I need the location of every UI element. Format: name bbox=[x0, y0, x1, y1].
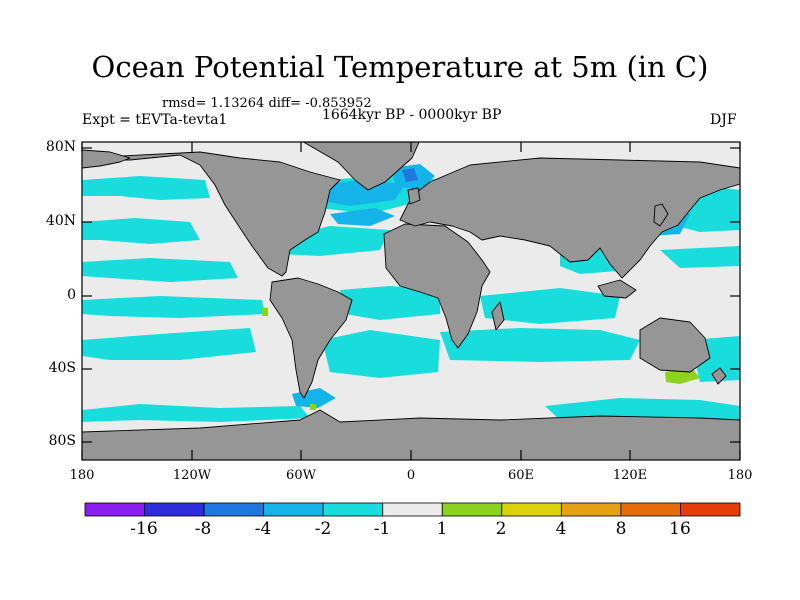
lon-label-180w: 180 bbox=[69, 468, 95, 483]
colorbar-label-m2: -2 bbox=[314, 519, 332, 539]
colorbar-label-m1: -1 bbox=[373, 519, 391, 539]
colorbar-box-2 bbox=[203, 502, 265, 517]
lat-label-40n: 40N bbox=[45, 213, 76, 229]
anomaly-pacific-equator bbox=[82, 296, 265, 318]
colorbar-box-3 bbox=[263, 502, 324, 517]
experiment-label: Expt = tEVTa-tevta1 bbox=[82, 112, 228, 128]
colorbar-label-m8: -8 bbox=[194, 519, 212, 539]
colorbar-box-0 bbox=[84, 502, 145, 517]
map-panel bbox=[82, 142, 740, 460]
british-isles bbox=[407, 187, 421, 205]
indonesia bbox=[597, 279, 637, 299]
anomaly-south-indian bbox=[440, 328, 640, 362]
colorbar-box-10 bbox=[680, 502, 741, 517]
japan bbox=[653, 203, 669, 227]
madagascar bbox=[491, 301, 505, 331]
lon-label-180e: 180 bbox=[727, 468, 753, 483]
anomaly-peru-coast bbox=[262, 308, 268, 316]
antarctica bbox=[82, 409, 740, 460]
far-east-siberia bbox=[82, 149, 131, 169]
anomaly-indian-ocean bbox=[480, 288, 620, 324]
colorbar-box-9 bbox=[620, 502, 681, 517]
anomaly-equatorial-atlantic bbox=[340, 286, 440, 320]
colorbar-box-4 bbox=[322, 502, 384, 517]
colorbar-box-5 bbox=[382, 502, 443, 517]
lat-label-40s: 40S bbox=[48, 360, 76, 376]
lat-label-80s: 80S bbox=[48, 433, 76, 449]
axis-ticks bbox=[81, 142, 741, 460]
colorbar-label-2: 2 bbox=[495, 519, 507, 539]
lat-label-0: 0 bbox=[67, 287, 76, 303]
colorbar-box-7 bbox=[501, 502, 562, 517]
colorbar-label-4: 4 bbox=[555, 519, 567, 539]
eurasia bbox=[399, 157, 740, 279]
lon-label-60w: 60W bbox=[286, 468, 316, 483]
new-zealand bbox=[711, 367, 727, 385]
lon-label-120e: 120E bbox=[612, 468, 648, 483]
period-label: 1664kyr BP - 0000kyr BP bbox=[322, 107, 502, 123]
colorbar-label-m4: -4 bbox=[254, 519, 272, 539]
map-title: Ocean Potential Temperature at 5m (in C) bbox=[91, 50, 709, 84]
lon-label-120w: 120W bbox=[172, 468, 212, 483]
anomaly-southern-ocean-east bbox=[545, 398, 740, 420]
anomaly-south-atlantic bbox=[322, 330, 440, 378]
anomaly-antarctic-peninsula bbox=[310, 404, 316, 410]
greenland bbox=[302, 142, 420, 191]
anomaly-pacific-40n bbox=[82, 218, 200, 244]
anomaly-north-pacific bbox=[82, 176, 210, 200]
season-label: DJF bbox=[710, 112, 737, 128]
colorbar bbox=[84, 502, 741, 517]
anomaly-south-australia bbox=[665, 368, 700, 384]
anomaly-southern-ocean-west bbox=[82, 404, 310, 422]
colorbar-label-8: 8 bbox=[615, 519, 627, 539]
anomaly-norwegian-sea bbox=[402, 168, 418, 182]
colorbar-label-16: 16 bbox=[669, 519, 691, 539]
rmsd-diff-stats: rmsd= 1.13264 diff= -0.853952 bbox=[162, 96, 372, 111]
africa bbox=[383, 223, 491, 349]
colorbar-label-1: 1 bbox=[436, 519, 448, 539]
anomaly-pacific-tropics-n bbox=[82, 258, 238, 282]
colorbar-box-8 bbox=[560, 502, 622, 517]
lon-label-60e: 60E bbox=[507, 468, 535, 483]
anomaly-gulf-stream bbox=[330, 208, 395, 226]
colorbar-box-1 bbox=[144, 502, 205, 517]
colorbar-label-m16: -16 bbox=[130, 519, 158, 539]
lat-label-80n: 80N bbox=[45, 139, 76, 155]
anomaly-west-pacific bbox=[660, 246, 740, 268]
colorbar-box-6 bbox=[441, 502, 503, 517]
lon-label-0: 0 bbox=[406, 468, 416, 483]
land-masses bbox=[82, 142, 740, 460]
anomaly-south-pacific bbox=[82, 328, 256, 360]
south-america bbox=[269, 277, 353, 399]
australia bbox=[639, 317, 711, 373]
north-america bbox=[82, 151, 341, 277]
